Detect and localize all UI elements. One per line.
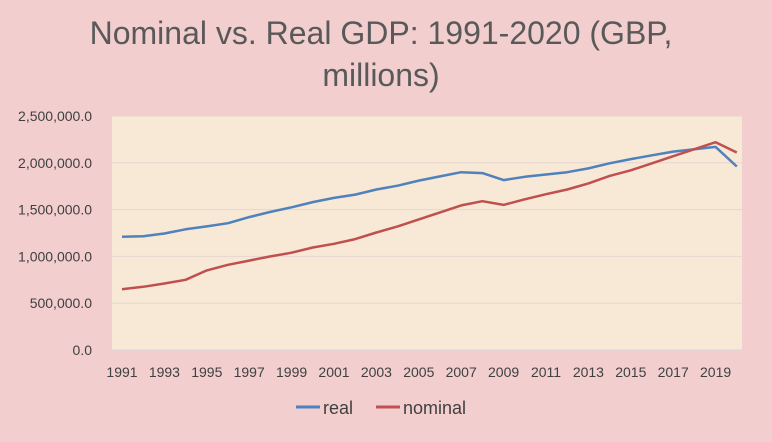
x-tick-label: 1993 bbox=[149, 364, 180, 380]
x-tick-label: 2013 bbox=[573, 364, 604, 380]
x-tick-label: 2015 bbox=[615, 364, 646, 380]
series-line-nominal bbox=[121, 140, 738, 291]
plot-area-background bbox=[112, 116, 742, 350]
chart-title-line-2: millions) bbox=[322, 57, 439, 93]
legend-label-nominal: nominal bbox=[403, 398, 466, 418]
y-tick-label: 1,500,000.0 bbox=[18, 202, 92, 218]
gridlines bbox=[112, 115, 742, 304]
x-tick-label: 1995 bbox=[191, 364, 222, 380]
x-tick-label: 2011 bbox=[531, 364, 561, 380]
y-tick-label: 2,000,000.0 bbox=[18, 155, 92, 171]
x-tick-label: 1997 bbox=[234, 364, 265, 380]
x-tick-label: 2001 bbox=[318, 364, 349, 380]
x-tick-label: 1999 bbox=[276, 364, 307, 380]
x-tick-label: 2003 bbox=[361, 364, 392, 380]
series-lines bbox=[121, 140, 738, 291]
x-tick-label: 2005 bbox=[403, 364, 434, 380]
x-tick-label: 2017 bbox=[658, 364, 689, 380]
x-tick-label: 1991 bbox=[106, 364, 137, 380]
y-tick-label: 0.0 bbox=[73, 342, 93, 358]
chart-title: Nominal vs. Real GDP: 1991-2020 (GBP, mi… bbox=[90, 15, 673, 93]
series-line-real bbox=[121, 145, 738, 238]
y-tick-label: 2,500,000.0 bbox=[18, 108, 92, 124]
x-tick-label: 2009 bbox=[488, 364, 519, 380]
y-tick-label: 1,000,000.0 bbox=[18, 248, 92, 264]
y-tick-label: 500,000.0 bbox=[30, 295, 92, 311]
chart-title-line-1: Nominal vs. Real GDP: 1991-2020 (GBP, bbox=[90, 15, 673, 51]
x-tick-label: 2019 bbox=[700, 364, 731, 380]
x-tick-label: 2007 bbox=[446, 364, 477, 380]
legend: real nominal bbox=[296, 398, 466, 418]
axes: 0.0 500,000.0 1,000,000.0 1,500,000.0 2,000,… bbox=[18, 108, 742, 380]
legend-label-real: real bbox=[323, 398, 353, 418]
